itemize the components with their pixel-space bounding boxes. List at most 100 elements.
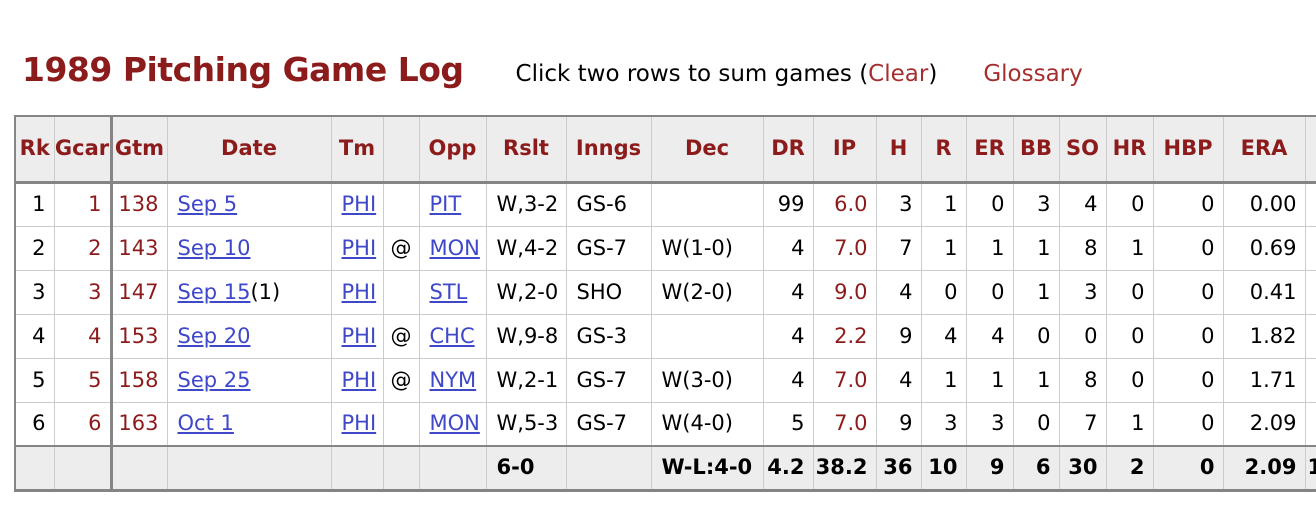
date-link[interactable]: Sep 20 [177, 323, 251, 348]
date-link[interactable]: Oct 1 [177, 411, 234, 436]
cell-inngs: SHO [565, 269, 652, 315]
team-link[interactable]: PHI [341, 411, 377, 436]
total-er: 9 [965, 445, 1014, 491]
cell-so: 7 [1058, 401, 1107, 447]
col-hbp[interactable]: HBP [1152, 115, 1224, 184]
col-inngs[interactable]: Inngs [565, 115, 652, 184]
game-row-4[interactable]: 4 4 153 Sep 20 PHI @ CHC W,9-8 GS-3 4 2.… [14, 313, 1316, 359]
cell-at: @ [382, 225, 420, 271]
cell-at: @ [382, 313, 420, 359]
col-date[interactable]: Date [166, 115, 332, 184]
table-header: Rk Gcar Gtm Date Tm Opp Rslt Inngs Dec D… [14, 115, 1316, 184]
col-opp[interactable]: Opp [418, 115, 487, 184]
cell-hbp: 0 [1152, 357, 1224, 403]
game-row-5[interactable]: 5 5 158 Sep 25 PHI @ NYM W,2-1 GS-7 W(3-… [14, 357, 1316, 403]
game-row-1[interactable]: 1 1 138 Sep 5 PHI PIT W,3-2 GS-6 99 6.0 … [14, 181, 1316, 227]
col-bb[interactable]: BB [1012, 115, 1060, 184]
opponent-link[interactable]: MON [429, 411, 480, 436]
cell-tm: PHI [330, 401, 384, 447]
cell-cutoff [1304, 313, 1316, 359]
cell-at [382, 269, 420, 315]
col-dr[interactable]: DR [762, 115, 814, 184]
col-r[interactable]: R [920, 115, 967, 184]
cell-dr: 99 [762, 181, 814, 227]
cell-opp: NYM [418, 357, 487, 403]
col-tm[interactable]: Tm [330, 115, 384, 184]
cell-h: 4 [875, 269, 922, 315]
col-er[interactable]: ER [965, 115, 1014, 184]
cell-ip: 6.0 [812, 181, 877, 227]
page-header: 1989 Pitching Game Log Click two rows to… [22, 50, 1083, 89]
cell-so: 3 [1058, 269, 1107, 315]
col-h[interactable]: H [875, 115, 922, 184]
cell-cutoff [1304, 269, 1316, 315]
totals-row: 6-0 W-L:4-0 4.2 38.2 36 10 9 6 30 2 0 2.… [14, 445, 1316, 491]
date-link[interactable]: Sep 25 [177, 367, 251, 392]
col-rslt[interactable]: Rslt [485, 115, 567, 184]
team-link[interactable]: PHI [341, 279, 377, 304]
cell-opp: CHC [418, 313, 487, 359]
cell-date: Sep 10 [166, 225, 332, 271]
cell-hbp: 0 [1152, 181, 1224, 227]
game-row-6[interactable]: 6 6 163 Oct 1 PHI MON W,5-3 GS-7 W(4-0) … [14, 401, 1316, 447]
cell-hr: 0 [1105, 181, 1154, 227]
opponent-link[interactable]: CHC [429, 323, 475, 348]
opponent-link[interactable]: PIT [429, 192, 462, 216]
total-era: 2.09 [1222, 445, 1306, 491]
team-link[interactable]: PHI [341, 323, 377, 348]
total-inngs-empty [565, 445, 652, 491]
cell-dec: W(1-0) [650, 225, 764, 271]
cell-so: 8 [1058, 357, 1107, 403]
game-row-2[interactable]: 2 2 143 Sep 10 PHI @ MON W,4-2 GS-7 W(1-… [14, 225, 1316, 271]
cell-gtm: 138 [110, 181, 168, 227]
cell-dec: W(2-0) [650, 269, 764, 315]
cell-rslt: W,2-0 [485, 269, 567, 315]
total-dec: W-L:4-0 [650, 445, 764, 491]
total-gcar-empty [53, 445, 113, 491]
game-row-3[interactable]: 3 3 147 Sep 15(1) PHI STL W,2-0 SHO W(2-… [14, 269, 1316, 315]
cell-dr: 4 [762, 269, 814, 315]
cell-gtm: 163 [110, 401, 168, 447]
cell-h: 9 [875, 313, 922, 359]
cell-gtm: 147 [110, 269, 168, 315]
cell-bb: 3 [1012, 181, 1060, 227]
cell-er: 4 [965, 313, 1014, 359]
total-r: 10 [920, 445, 967, 491]
team-link[interactable]: PHI [341, 235, 377, 260]
cell-cutoff [1304, 225, 1316, 271]
date-link[interactable]: Sep 10 [177, 235, 251, 260]
team-link[interactable]: PHI [341, 367, 377, 392]
clear-link[interactable]: Clear [868, 61, 929, 87]
col-gcar[interactable]: Gcar [53, 115, 113, 184]
cell-so: 8 [1058, 225, 1107, 271]
cell-dec [650, 181, 764, 227]
cell-r: 4 [920, 313, 967, 359]
cell-dec [650, 313, 764, 359]
team-link[interactable]: PHI [341, 192, 377, 216]
col-dec[interactable]: Dec [650, 115, 764, 184]
cell-hr: 0 [1105, 269, 1154, 315]
header-row: Rk Gcar Gtm Date Tm Opp Rslt Inngs Dec D… [14, 115, 1316, 184]
opponent-link[interactable]: MON [429, 235, 480, 260]
col-era[interactable]: ERA [1222, 115, 1306, 184]
opponent-link[interactable]: STL [429, 279, 468, 304]
date-link[interactable]: Sep 15 [177, 279, 251, 304]
total-tm-empty [330, 445, 384, 491]
col-hr[interactable]: HR [1105, 115, 1154, 184]
col-rk[interactable]: Rk [14, 115, 55, 184]
glossary-link[interactable]: Glossary [983, 61, 1083, 87]
cell-ip: 7.0 [812, 401, 877, 447]
date-link[interactable]: Sep 5 [177, 192, 238, 216]
total-hr: 2 [1105, 445, 1154, 491]
cell-ip: 7.0 [812, 225, 877, 271]
col-gtm[interactable]: Gtm [110, 115, 168, 184]
col-ip[interactable]: IP [812, 115, 877, 184]
cell-gcar: 4 [53, 313, 113, 359]
col-so[interactable]: SO [1058, 115, 1107, 184]
total-rk-empty [14, 445, 55, 491]
cell-h: 4 [875, 357, 922, 403]
opponent-link[interactable]: NYM [429, 367, 477, 392]
cell-tm: PHI [330, 225, 384, 271]
cell-era: 0.41 [1222, 269, 1306, 315]
